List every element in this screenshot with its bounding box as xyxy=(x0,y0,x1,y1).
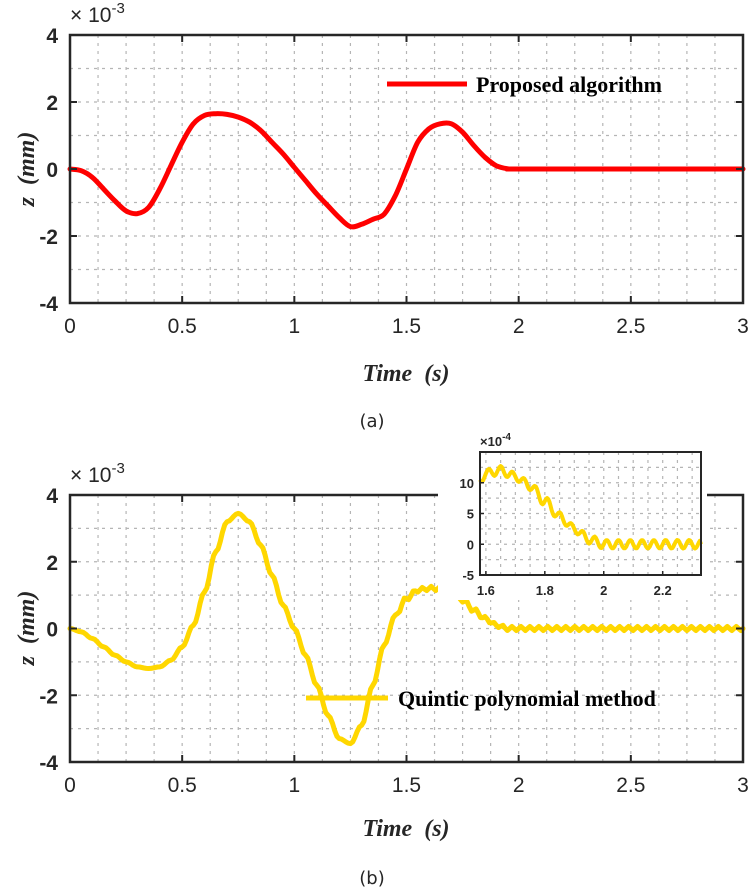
x-tick-label: 2.5 xyxy=(616,774,645,797)
inset-y-tick-label: 5 xyxy=(467,507,474,522)
panel-a: 0 0.5 1 1.5 2 2.5 3 4 2 0 -2 -4 × 10-3 Time (s) z … xyxy=(14,0,749,432)
inset-curve xyxy=(478,464,703,551)
y-tick-label: 0 xyxy=(46,619,58,642)
x-tick-label: 2.5 xyxy=(616,315,645,338)
panel-a-curve-proposed-algorithm xyxy=(67,111,746,230)
inset-y-tick-label: -5 xyxy=(462,568,474,583)
panel-b-y-axis-label: z (mm) xyxy=(14,591,40,667)
inset-x-tick-label: 1.8 xyxy=(536,583,554,598)
y-tick-label: 4 xyxy=(46,25,58,48)
panel-b-caption: (b) xyxy=(359,868,384,889)
panel-a-grid xyxy=(70,35,743,303)
inset-x-tick-labels: 1.6 1.8 2 2.2 xyxy=(477,571,672,598)
y-tick-label: 4 xyxy=(46,485,58,508)
x-tick-label: 2 xyxy=(513,774,525,797)
panel-b-y-tick-labels: 4 2 0 -2 -4 xyxy=(39,485,58,775)
x-tick-label: 0 xyxy=(64,774,76,797)
y-tick-label: -4 xyxy=(39,752,58,775)
y-tick-label: 2 xyxy=(46,552,58,575)
x-tick-label: 1 xyxy=(288,315,300,338)
x-tick-label: 0.5 xyxy=(168,774,197,797)
panel-a-x-tick-labels: 0 0.5 1 1.5 2 2.5 3 xyxy=(64,315,749,338)
panel-b-inset: 1.6 1.8 2 2.2 10 5 0 -5 ×10-4 xyxy=(438,432,707,600)
panel-a-y-axis-label: z (mm) xyxy=(14,132,40,208)
inset-x-tick-label: 2.2 xyxy=(654,583,672,598)
inset-y-tick-label: 0 xyxy=(467,537,474,552)
y-tick-label: -4 xyxy=(39,293,58,316)
panel-b: 0 0.5 1 1.5 2 2.5 3 4 2 0 -2 -4 × 10-3 Time (s) z … xyxy=(14,432,749,889)
x-tick-label: 3 xyxy=(737,774,749,797)
panel-a-caption: (a) xyxy=(359,411,384,432)
panel-b-legend-label: Quintic polynomial method xyxy=(398,686,656,711)
panel-a-tick-marks xyxy=(69,34,744,304)
y-tick-label: -2 xyxy=(39,685,58,708)
panel-a-x-axis-label: Time (s) xyxy=(362,361,449,387)
inset-x-tick-label: 1.6 xyxy=(477,583,495,598)
panel-b-tick-marks xyxy=(69,494,744,763)
x-tick-label: 3 xyxy=(737,315,749,338)
inset-y-tick-label: 10 xyxy=(460,476,474,491)
x-tick-label: 0 xyxy=(64,315,76,338)
x-tick-label: 2 xyxy=(513,315,525,338)
panel-a-y-tick-labels: 4 2 0 -2 -4 xyxy=(39,25,58,316)
panel-a-exponent-label: × 10-3 xyxy=(70,0,125,27)
panel-b-x-axis-label: Time (s) xyxy=(362,816,449,842)
x-tick-label: 1 xyxy=(288,774,300,797)
y-tick-label: -2 xyxy=(39,226,58,249)
panel-b-x-tick-labels: 0 0.5 1 1.5 2 2.5 3 xyxy=(64,774,749,797)
x-tick-label: 0.5 xyxy=(168,315,197,338)
panel-a-legend-label: Proposed algorithm xyxy=(476,72,662,97)
panel-b-exponent-label: × 10-3 xyxy=(70,460,125,487)
x-tick-label: 1.5 xyxy=(392,774,421,797)
inset-exponent-label: ×10-4 xyxy=(480,432,511,449)
y-tick-label: 0 xyxy=(46,159,58,182)
x-tick-label: 1.5 xyxy=(392,315,421,338)
inset-y-tick-labels: 10 5 0 -5 xyxy=(460,476,484,583)
inset-x-tick-label: 2 xyxy=(600,583,607,598)
panel-b-curve-quintic-polynomial xyxy=(67,510,746,747)
y-tick-label: 2 xyxy=(46,92,58,115)
